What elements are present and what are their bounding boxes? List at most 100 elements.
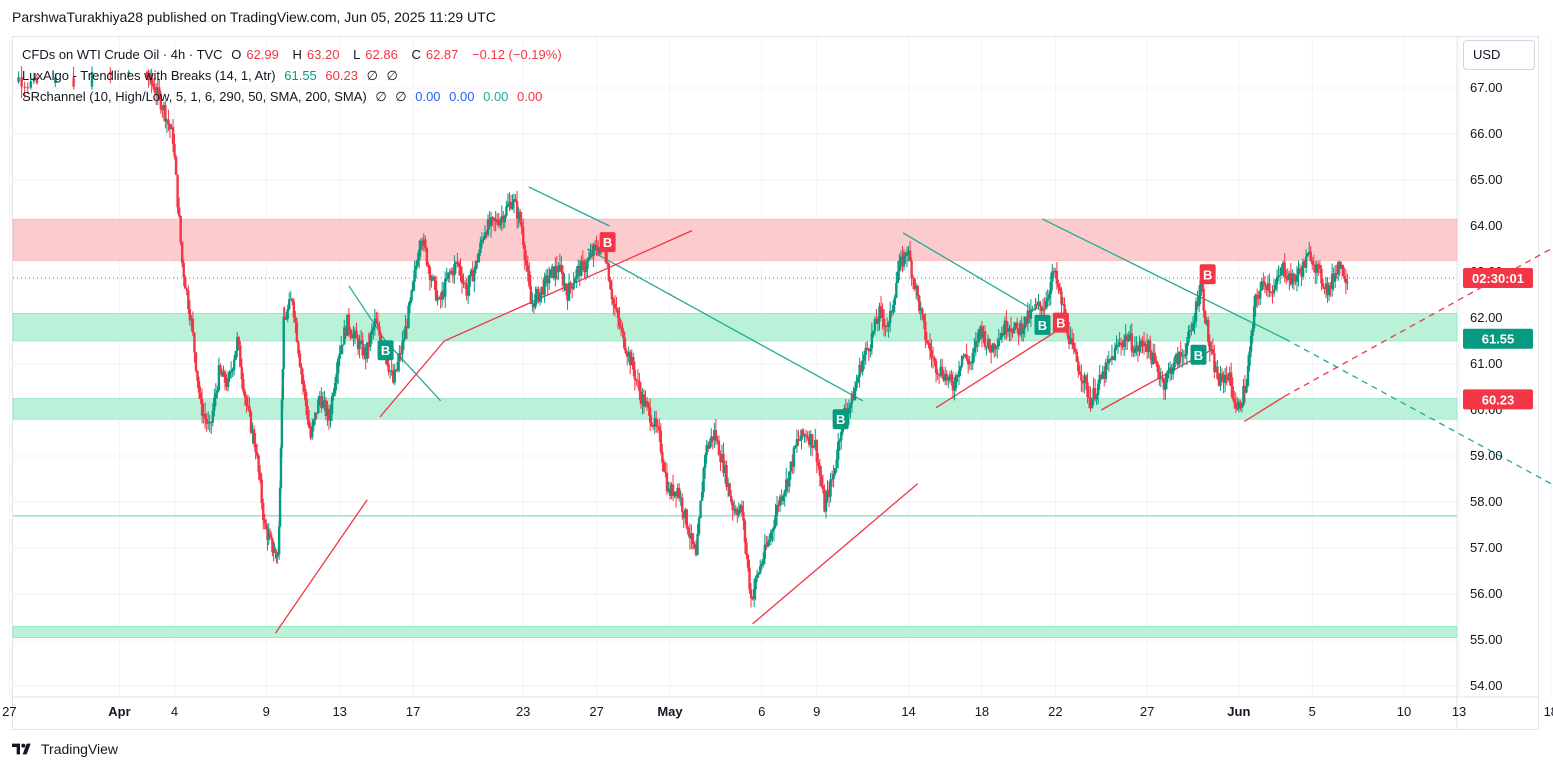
candle-body [223,371,227,383]
candle-body [26,87,29,89]
candle-body [284,318,288,320]
currency-button[interactable]: USD [1463,40,1535,70]
candle-body [1012,327,1016,334]
candle-body [1303,261,1306,268]
candle-body [645,400,649,404]
candle-body [477,253,481,263]
candle-body [410,290,413,301]
legend-srchannel-name: SRchannel (10, High/Low, 5, 1, 6, 290, 5… [22,89,367,104]
candle-body [575,269,578,279]
legend-symbol-row[interactable]: CFDs on WTI Crude Oil · 4h · TVC O 62.99 … [22,44,567,65]
candle-body [740,505,744,513]
candle-body [1200,280,1204,289]
candle-body [280,399,284,448]
candle-body [236,337,239,352]
candle-body [174,156,178,175]
candle-body [976,340,979,343]
candle-body [72,77,75,87]
candle-body [625,352,629,357]
candle-body [896,271,900,284]
candle-body [210,422,213,424]
candle-body [216,390,219,394]
candle-body [1162,378,1166,390]
break-signal-box [1034,314,1051,335]
candle-body [1046,298,1049,301]
candle-body [901,256,904,267]
candle-body [430,279,433,281]
candle-body [1321,283,1325,287]
candle-body [1188,330,1192,332]
candle-body [1148,340,1152,353]
candle-body [1254,294,1257,307]
x-tick-label: 23 [516,704,530,719]
candle-body [1280,267,1283,275]
candles [17,66,1349,608]
x-tick-label: Jun [1227,704,1250,719]
candle-body [352,333,355,339]
candle-body [439,297,442,300]
candle-body [549,269,552,278]
candle-body [1194,301,1198,322]
candle-body [349,330,352,335]
candle-body [919,308,922,311]
legend-srchannel-row[interactable]: SRchannel (10, High/Low, 5, 1, 6, 290, 5… [22,86,567,107]
legend-close-value: 62.87 [425,47,459,62]
candle-body [153,86,156,93]
candle-body [988,339,991,351]
candle-body [205,418,208,424]
candle-body [300,366,303,375]
candle-body [1165,373,1169,383]
candle-body [465,283,468,296]
candle-body [783,491,786,496]
candle-body [609,280,612,290]
candle-body [1074,348,1077,352]
legend-luxalgo-row[interactable]: LuxAlgo - Trendlines with Breaks (14, 1,… [22,65,567,86]
candle-body [173,144,176,157]
candle-body [616,309,620,318]
candle-body [630,357,633,366]
candle-body [676,487,679,497]
candle-body [1070,338,1074,343]
tradingview-logo-icon [12,743,31,755]
candle-body [774,515,777,527]
candle-body [581,260,585,262]
candle-body [977,329,981,343]
x-tick-label: 18 [1544,704,1553,719]
candle-body [190,318,193,321]
candle-body [1075,351,1078,362]
candle-body [396,361,400,371]
indicator-price-label-text: 60.23 [1482,392,1515,407]
candle-body [922,314,926,322]
candle-body [1225,374,1228,377]
footer-brand[interactable]: TradingView [12,741,118,757]
candle-body [1049,281,1052,294]
candle-body [1326,283,1329,296]
publisher-line: ParshwaTurakhiya28 published on TradingV… [12,9,496,25]
candle-body [193,332,196,353]
candle-body [814,440,817,447]
legend-luxalgo-value-4: ∅ [386,68,398,83]
candle-body [167,119,170,125]
candle-body [1181,355,1184,357]
candle-body [491,217,494,219]
candle-body [248,406,251,413]
candle-body [1017,328,1020,336]
candle-body [933,357,936,361]
candle-body [282,316,285,369]
candle-body [523,244,526,260]
candle-body [460,275,464,284]
candle-body [1346,282,1349,284]
x-tick-label: 9 [263,704,270,719]
candle-body [682,511,685,518]
candle-body [272,551,275,553]
candle-body [1274,284,1277,290]
legend-change: −0.12 (−0.19%) [472,47,562,62]
candle-body [220,372,224,377]
candle-body [1193,321,1196,324]
candle-body [414,265,418,271]
candle-body [54,77,57,84]
indicator-price-label-box [1463,328,1533,349]
candle-body [1167,370,1170,374]
candle-body [1281,262,1285,268]
